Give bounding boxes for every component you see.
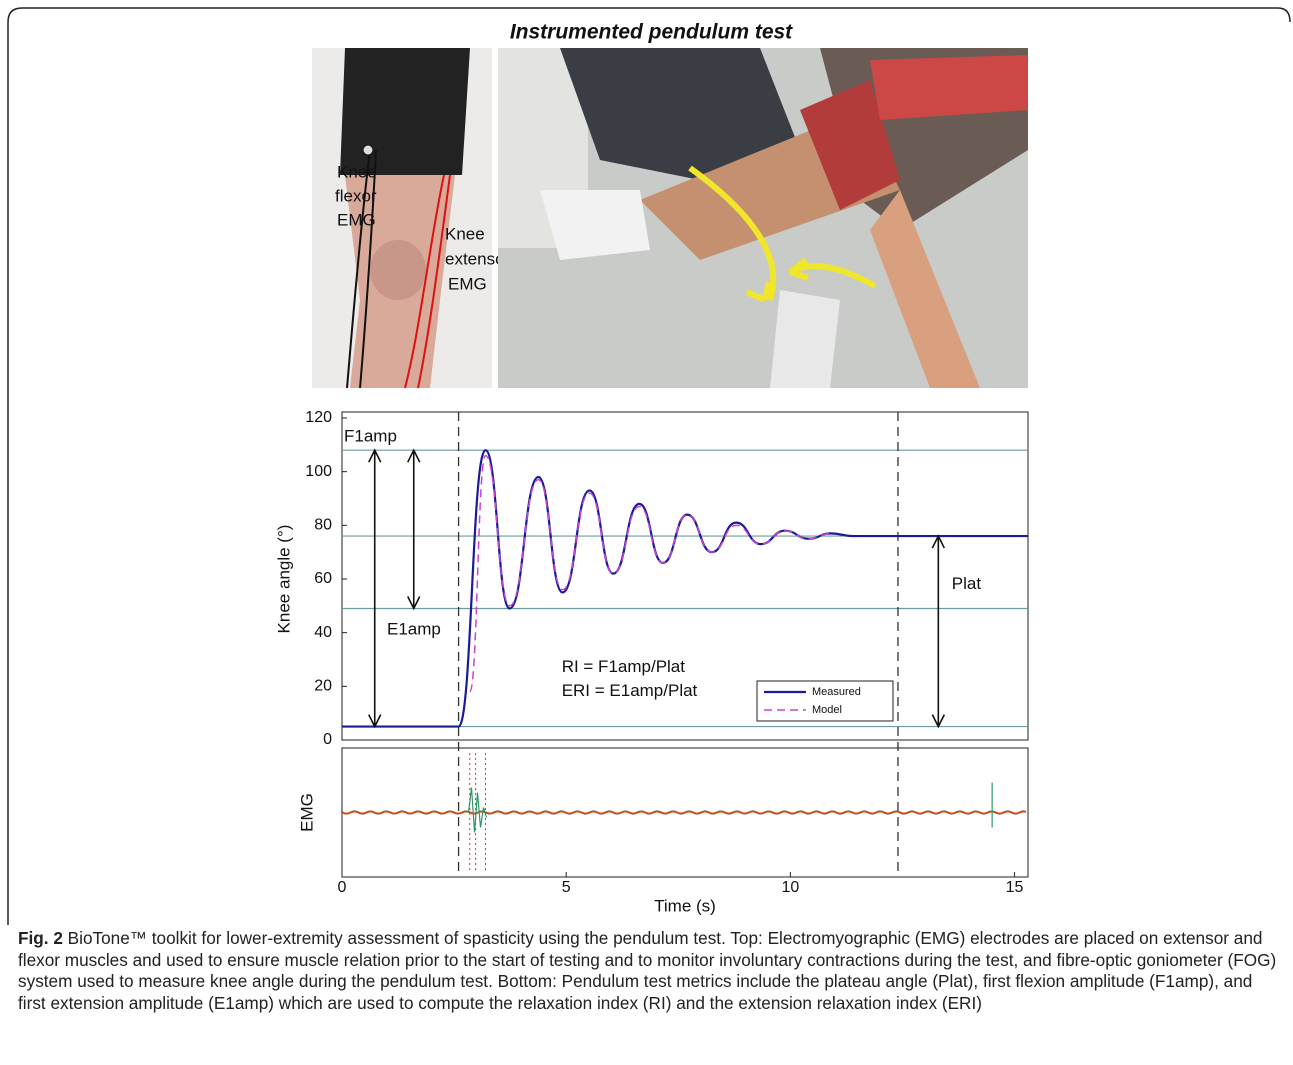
x-axis-label: Time (s) [654, 896, 716, 915]
y-tick-label: 120 [305, 409, 332, 426]
x-tick-label: 5 [562, 879, 571, 896]
x-tick-label: 15 [1006, 879, 1024, 896]
y-tick-label: 40 [314, 624, 332, 641]
annotation: E1amp [387, 619, 441, 638]
amplitude-arrow [369, 450, 381, 726]
photo-label: EMG [448, 274, 487, 293]
emg-label: EMG [297, 793, 316, 832]
y-tick-label: 20 [314, 678, 332, 695]
amplitude-arrow [408, 450, 420, 608]
chart: 0 20 40 60 80 100 120 0 5 10 15 Knee angle (°) EMG Ti… [274, 409, 1028, 915]
photo-label: flexor [335, 186, 377, 205]
emg-trace [342, 811, 1026, 813]
y-axis-label: Knee angle (°) [274, 525, 293, 634]
x-tick-label: 10 [781, 879, 799, 896]
annotation: ERI = E1amp/Plat [562, 681, 698, 700]
legend-label: Measured [812, 686, 861, 698]
photo-label: Knee [445, 224, 485, 243]
annotation: RI = F1amp/Plat [562, 657, 686, 676]
annotation: Plat [952, 574, 982, 593]
caption: Fig. 2 BioTone™ toolkit for lower-extrem… [18, 928, 1280, 1014]
caption-text: BioTone™ toolkit for lower-extremity ass… [18, 928, 1276, 1013]
photo-pendulum [498, 48, 1028, 388]
y-tick-label: 60 [314, 570, 332, 587]
legend-label: Model [812, 704, 842, 716]
figure-title: Instrumented pendulum test [510, 21, 793, 44]
y-tick-label: 80 [314, 517, 332, 534]
annotation: F1amp [344, 426, 397, 445]
caption-label: Fig. 2 [18, 928, 63, 948]
y-tick-label: 100 [305, 463, 332, 480]
photo-label: EMG [337, 210, 376, 229]
y-tick-label: 0 [323, 731, 332, 748]
x-tick-label: 0 [338, 879, 347, 896]
amplitude-arrow [932, 536, 944, 727]
figure: Instrumented pendulum test Knee flexor E… [0, 0, 1293, 925]
page: Instrumented pendulum test Knee flexor E… [0, 0, 1293, 1065]
emg-burst [469, 788, 487, 833]
photo-label: Knee [337, 162, 377, 181]
